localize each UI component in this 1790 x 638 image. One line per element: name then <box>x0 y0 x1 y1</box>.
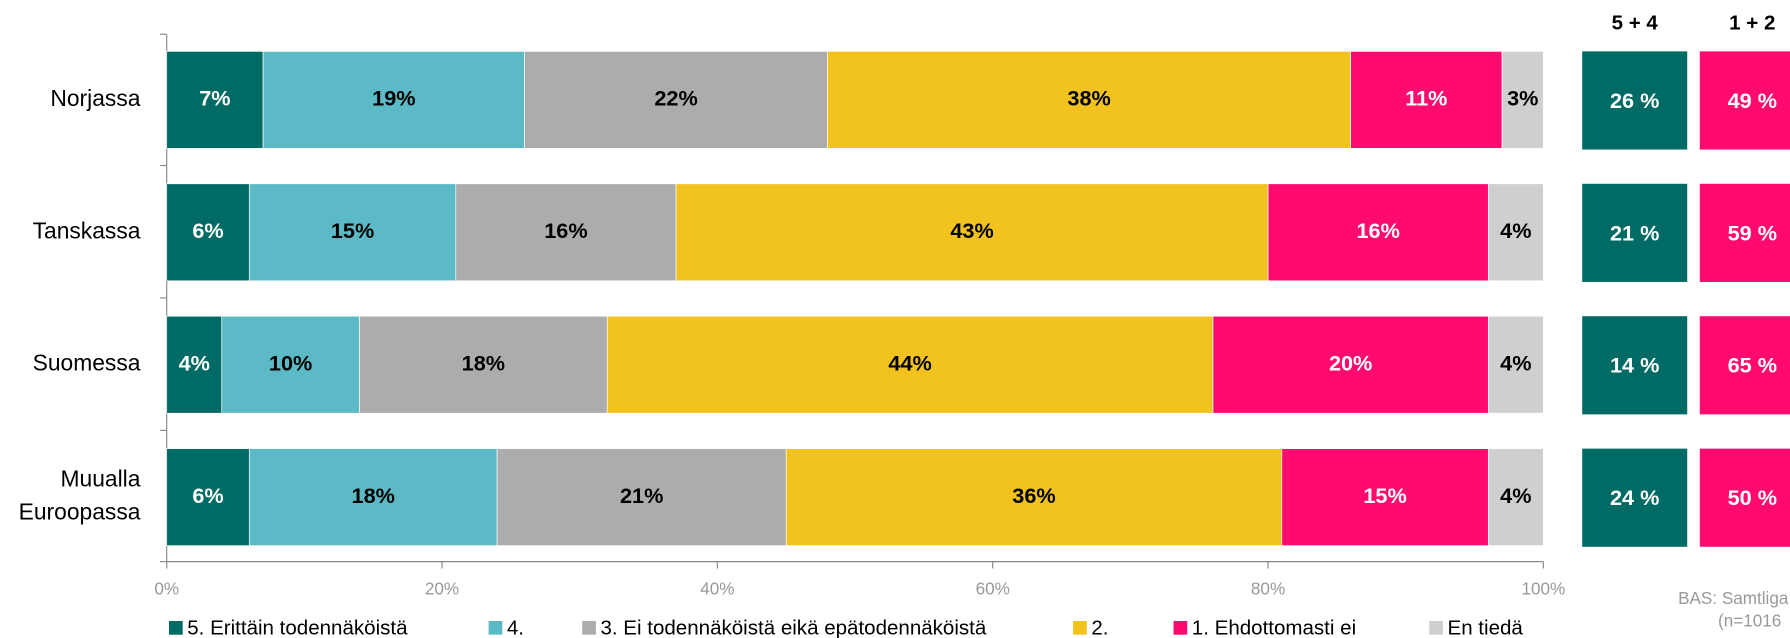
bar-segment <box>1487 183 1544 282</box>
category-label: Suomessa <box>33 350 141 376</box>
bar-segment <box>262 51 525 149</box>
data-label: 4% <box>179 350 210 375</box>
data-label: 3% <box>1507 86 1538 111</box>
bar-segment <box>785 448 1283 546</box>
bar-segment <box>166 51 264 149</box>
legend-label: 3. Ei todennäköistä eikä epätodennäköist… <box>600 616 986 638</box>
bar-segment <box>221 315 360 414</box>
sum-box <box>1582 183 1688 282</box>
bar-segment <box>166 183 250 282</box>
data-label: 20% <box>1329 350 1372 375</box>
sum-label: 59 % <box>1728 220 1777 245</box>
x-tick-label: 40% <box>700 580 734 599</box>
bar-segment <box>827 51 1351 149</box>
data-label: 15% <box>331 218 374 243</box>
bar-segment <box>1212 315 1489 414</box>
bar-segment <box>359 315 608 414</box>
x-tick-label: 100% <box>1522 580 1566 599</box>
bar-segment <box>166 315 223 414</box>
data-label: 22% <box>654 86 697 111</box>
data-label: 7% <box>199 86 230 111</box>
legend-label: 1. Ehdottomasti ei <box>1192 616 1356 638</box>
sum-box <box>1699 448 1790 547</box>
sum-box <box>1582 316 1688 415</box>
data-label: 18% <box>462 350 505 375</box>
data-label: 10% <box>269 350 312 375</box>
data-label: 16% <box>1356 218 1399 243</box>
bar-segment <box>1281 448 1489 546</box>
bar-segment <box>1267 183 1489 282</box>
bar-segment <box>455 183 677 282</box>
sum-box <box>1582 51 1688 150</box>
legend-label: 5. Erittäin todennäköistä <box>187 616 408 638</box>
sum-header: 5 + 4 <box>1612 11 1659 34</box>
footnote: (n=1016 <box>1718 612 1781 631</box>
data-label: 16% <box>544 218 587 243</box>
sum-box <box>1582 448 1688 547</box>
x-tick-label: 0% <box>154 580 179 599</box>
data-label: 18% <box>352 483 395 508</box>
data-label: 44% <box>888 350 931 375</box>
data-label: 43% <box>950 218 993 243</box>
bar-segment <box>524 51 828 149</box>
data-label: 38% <box>1067 86 1110 111</box>
bar-segment <box>1350 51 1503 149</box>
bar-segment <box>606 315 1214 414</box>
legend-swatch <box>488 620 503 635</box>
data-label: 15% <box>1363 483 1406 508</box>
footnote: BAS: Samtliga <box>1678 589 1789 608</box>
data-label: 21% <box>620 483 663 508</box>
sum-box <box>1699 183 1790 282</box>
category-label: Norjassa <box>50 85 140 111</box>
category-label: Tanskassa <box>33 217 141 243</box>
sum-label: 50 % <box>1728 485 1777 510</box>
legend-swatch <box>1429 620 1443 635</box>
bar-segment <box>248 448 498 546</box>
legend-label: En tiedä <box>1447 616 1523 638</box>
data-label: 4% <box>1500 218 1531 243</box>
data-label: 4% <box>1500 350 1531 375</box>
legend-swatch <box>1173 620 1188 635</box>
data-label: 6% <box>192 218 223 243</box>
legend-swatch <box>1073 620 1087 635</box>
data-label: 11% <box>1405 86 1447 111</box>
x-tick-label: 60% <box>976 580 1010 599</box>
legend-swatch <box>168 620 183 635</box>
bar-segment <box>1487 315 1544 414</box>
sum-label: 24 % <box>1610 485 1659 510</box>
data-label: 36% <box>1012 483 1055 508</box>
x-tick-label: 80% <box>1251 580 1285 599</box>
bar-segment <box>166 448 250 546</box>
sum-label: 14 % <box>1610 353 1659 378</box>
legend-label: 2. <box>1091 616 1108 638</box>
data-label: 19% <box>372 86 415 111</box>
category-label: Muualla Euroopassa <box>19 466 141 525</box>
legend-swatch <box>582 620 596 635</box>
sum-label: 21 % <box>1610 220 1659 245</box>
x-tick-label: 20% <box>425 580 459 599</box>
bar-segment <box>1501 51 1544 149</box>
sum-label: 26 % <box>1610 88 1659 113</box>
sum-label: 49 % <box>1728 88 1777 113</box>
data-label: 4% <box>1500 483 1531 508</box>
legend-label: 4. <box>507 616 524 638</box>
bar-segment <box>675 183 1269 282</box>
sum-header: 1 + 2 <box>1729 11 1775 34</box>
sum-box <box>1699 51 1790 150</box>
data-label: 6% <box>192 483 223 508</box>
sum-label: 65 % <box>1728 353 1777 378</box>
bar-segment <box>1487 448 1544 546</box>
sum-box <box>1699 316 1790 415</box>
